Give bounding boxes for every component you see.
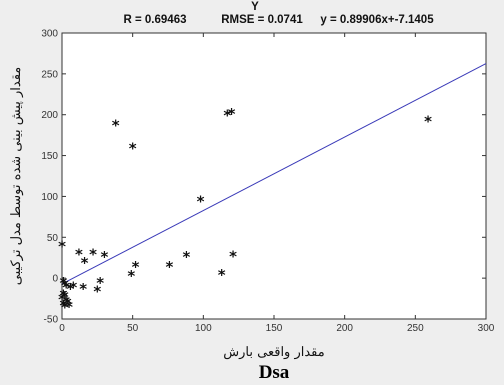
x-tick-label-5: 250 — [407, 323, 424, 334]
x-tick-label-1: 50 — [127, 323, 139, 334]
data-point-21: * — [112, 117, 120, 135]
x-axis-label: مقدار واقعی بارش — [223, 345, 324, 360]
x-tick-label-6: 300 — [478, 323, 495, 334]
x-tick-label-4: 200 — [336, 323, 353, 334]
x-tick-label-2: 100 — [195, 323, 212, 334]
y-tick-label-5: 200 — [41, 110, 58, 121]
x-tick-label-0: 0 — [59, 323, 65, 334]
y-tick-label-2: 50 — [47, 233, 59, 244]
y-tick-label-7: 300 — [41, 29, 58, 40]
data-point-32: * — [424, 112, 432, 130]
chart-top-label: Y — [251, 1, 259, 13]
stat-rmse: RMSE = 0.0741 — [221, 14, 303, 26]
data-point-24: * — [132, 258, 140, 276]
chart-caption: Dsa — [259, 362, 290, 383]
y-tick-label-4: 150 — [41, 151, 58, 162]
y-tick-label-6: 250 — [41, 69, 58, 80]
data-point-17: * — [89, 246, 97, 264]
data-point-26: * — [182, 248, 190, 266]
data-point-11: * — [61, 299, 69, 317]
stat-equation: y = 0.89906x+-7.1405 — [320, 14, 434, 26]
data-point-13: * — [69, 278, 77, 296]
y-tick-label-0: -50 — [44, 315, 59, 326]
y-tick-label-1: 0 — [52, 274, 58, 285]
data-point-27: * — [197, 193, 205, 211]
data-point-16: * — [79, 280, 87, 298]
plot-area — [62, 33, 486, 319]
x-tick-label-3: 150 — [266, 323, 283, 334]
data-point-25: * — [165, 258, 173, 276]
data-point-15: * — [81, 254, 89, 272]
data-point-20: * — [100, 248, 108, 266]
y-tick-label-3: 100 — [41, 192, 58, 203]
data-point-28: * — [218, 266, 226, 284]
data-point-0: * — [58, 237, 66, 255]
data-point-31: * — [229, 247, 237, 265]
data-point-19: * — [96, 274, 104, 292]
stat-r: R = 0.69463 — [124, 14, 187, 26]
data-point-30: * — [228, 105, 236, 123]
data-point-23: * — [129, 139, 137, 157]
y-axis-label: مقدار پیش بینی شده توسط مدل ترکیبی — [9, 67, 24, 285]
